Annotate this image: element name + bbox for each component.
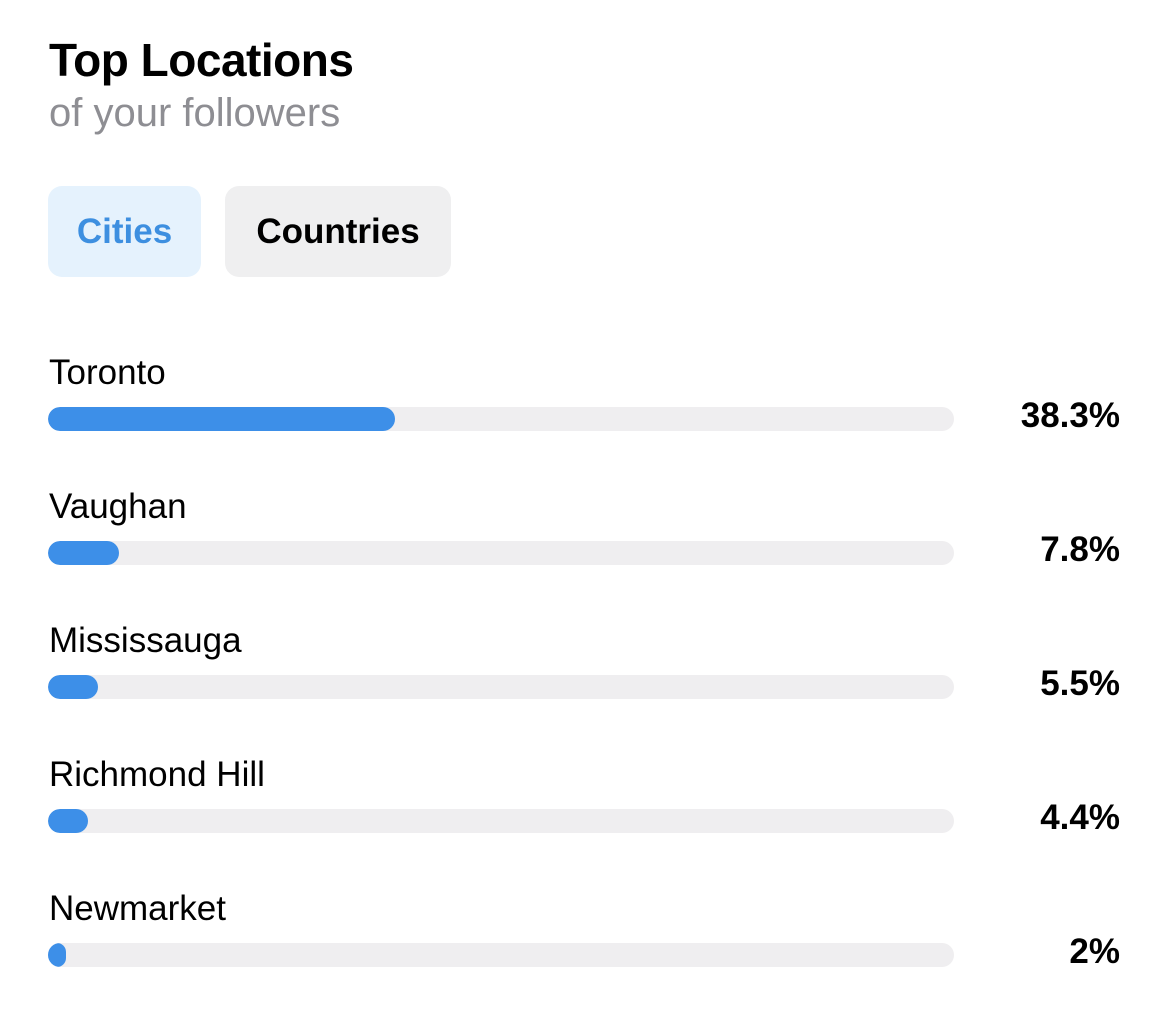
location-percent: 4.4%: [1040, 798, 1120, 837]
page-title: Top Locations: [49, 34, 354, 86]
progress-track: [48, 407, 954, 431]
list-item: Toronto 38.3%: [48, 348, 1120, 482]
list-item: Newmarket 2%: [48, 884, 1120, 1018]
tab-cities[interactable]: Cities: [48, 186, 201, 277]
location-percent: 7.8%: [1040, 530, 1120, 569]
list-item: Mississauga 5.5%: [48, 616, 1120, 750]
location-name: Vaughan: [49, 487, 187, 526]
progress-track: [48, 809, 954, 833]
location-name: Newmarket: [49, 889, 226, 928]
location-list: Toronto 38.3% Vaughan 7.8% Mississauga 5…: [48, 348, 1120, 1018]
page-subtitle: of your followers: [49, 91, 341, 135]
progress-track: [48, 675, 954, 699]
progress-fill: [48, 809, 88, 833]
list-item: Richmond Hill 4.4%: [48, 750, 1120, 884]
progress-track: [48, 541, 954, 565]
tab-countries[interactable]: Countries: [225, 186, 451, 277]
progress-fill: [48, 943, 67, 967]
progress-fill: [48, 675, 98, 699]
progress-track: [48, 943, 954, 967]
location-percent: 5.5%: [1040, 664, 1120, 703]
list-item: Vaughan 7.8%: [48, 482, 1120, 616]
progress-fill: [48, 541, 119, 565]
location-name: Mississauga: [49, 621, 242, 660]
location-name: Toronto: [49, 353, 166, 392]
location-name: Richmond Hill: [49, 755, 265, 794]
location-percent: 38.3%: [1020, 396, 1120, 435]
progress-fill: [48, 407, 395, 431]
location-tabs: Cities Countries: [48, 186, 451, 277]
location-percent: 2%: [1069, 932, 1120, 971]
